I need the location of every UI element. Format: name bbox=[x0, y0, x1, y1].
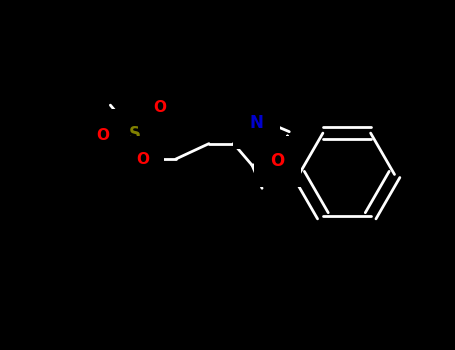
Text: S: S bbox=[129, 125, 141, 144]
Text: N: N bbox=[250, 114, 263, 132]
Text: O: O bbox=[153, 100, 166, 115]
Text: O: O bbox=[270, 152, 284, 170]
Text: O: O bbox=[96, 128, 109, 143]
Text: O: O bbox=[136, 152, 149, 167]
